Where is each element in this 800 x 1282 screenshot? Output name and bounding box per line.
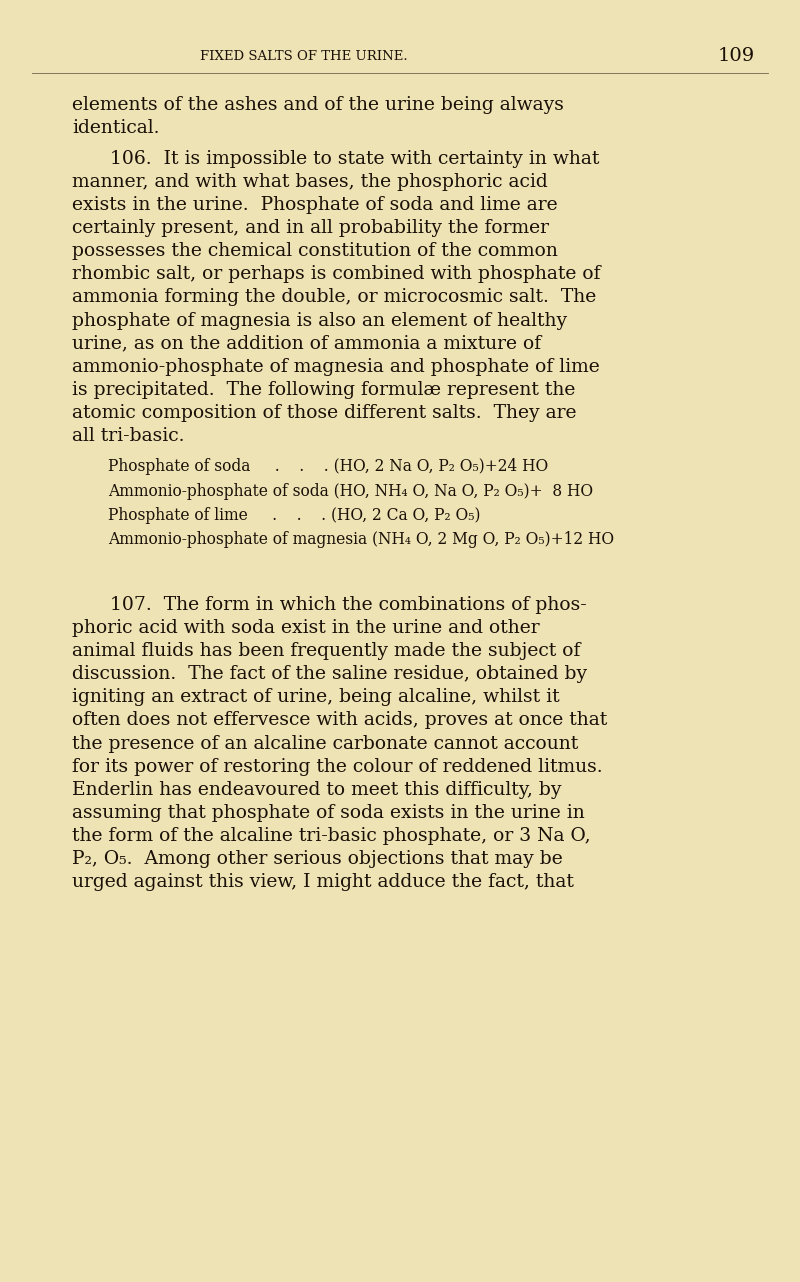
Text: igniting an extract of urine, being alcaline, whilst it: igniting an extract of urine, being alca… bbox=[72, 688, 560, 706]
Text: certainly present, and in all probability the former: certainly present, and in all probabilit… bbox=[72, 219, 549, 237]
Text: 109: 109 bbox=[718, 47, 754, 65]
Text: ammonio-phosphate of magnesia and phosphate of lime: ammonio-phosphate of magnesia and phosph… bbox=[72, 358, 600, 376]
Text: discussion.  The fact of the saline residue, obtained by: discussion. The fact of the saline resid… bbox=[72, 665, 587, 683]
Text: animal fluids has been frequently made the subject of: animal fluids has been frequently made t… bbox=[72, 642, 580, 660]
Text: Phosphate of soda     .    .    . (HO, 2 Na O, P₂ O₅)+24 HO: Phosphate of soda . . . (HO, 2 Na O, P₂ … bbox=[108, 458, 548, 476]
Text: P₂, O₅.  Among other serious objections that may be: P₂, O₅. Among other serious objections t… bbox=[72, 850, 562, 868]
Text: rhombic salt, or perhaps is combined with phosphate of: rhombic salt, or perhaps is combined wit… bbox=[72, 265, 601, 283]
Text: is precipitated.  The following formulæ represent the: is precipitated. The following formulæ r… bbox=[72, 381, 575, 399]
Text: identical.: identical. bbox=[72, 119, 159, 137]
Text: 107.  The form in which the combinations of phos-: 107. The form in which the combinations … bbox=[110, 596, 587, 614]
Text: Enderlin has endeavoured to meet this difficulty, by: Enderlin has endeavoured to meet this di… bbox=[72, 781, 562, 799]
Text: exists in the urine.  Phosphate of soda and lime are: exists in the urine. Phosphate of soda a… bbox=[72, 196, 558, 214]
Text: the presence of an alcaline carbonate cannot account: the presence of an alcaline carbonate ca… bbox=[72, 735, 578, 753]
Text: manner, and with what bases, the phosphoric acid: manner, and with what bases, the phospho… bbox=[72, 173, 548, 191]
Text: FIXED SALTS OF THE URINE.: FIXED SALTS OF THE URINE. bbox=[200, 50, 408, 63]
Text: the form of the alcaline tri-basic phosphate, or 3 Na O,: the form of the alcaline tri-basic phosp… bbox=[72, 827, 590, 845]
Text: Ammonio-phosphate of magnesia (NH₄ O, 2 Mg O, P₂ O₅)+12 HO: Ammonio-phosphate of magnesia (NH₄ O, 2 … bbox=[108, 531, 614, 549]
Text: atomic composition of those different salts.  They are: atomic composition of those different sa… bbox=[72, 404, 577, 422]
Text: elements of the ashes and of the urine being always: elements of the ashes and of the urine b… bbox=[72, 96, 564, 114]
Text: for its power of restoring the colour of reddened litmus.: for its power of restoring the colour of… bbox=[72, 758, 602, 776]
Text: ammonia forming the double, or microcosmic salt.  The: ammonia forming the double, or microcosm… bbox=[72, 288, 596, 306]
Text: all tri-basic.: all tri-basic. bbox=[72, 427, 185, 445]
Text: Phosphate of lime     .    .    . (HO, 2 Ca O, P₂ O₅): Phosphate of lime . . . (HO, 2 Ca O, P₂ … bbox=[108, 506, 481, 524]
Text: Ammonio-phosphate of soda (HO, NH₄ O, Na O, P₂ O₅)+  8 HO: Ammonio-phosphate of soda (HO, NH₄ O, Na… bbox=[108, 482, 593, 500]
Text: often does not effervesce with acids, proves at once that: often does not effervesce with acids, pr… bbox=[72, 712, 607, 729]
Text: possesses the chemical constitution of the common: possesses the chemical constitution of t… bbox=[72, 242, 558, 260]
Text: phoric acid with soda exist in the urine and other: phoric acid with soda exist in the urine… bbox=[72, 619, 540, 637]
Text: urged against this view, I might adduce the fact, that: urged against this view, I might adduce … bbox=[72, 873, 574, 891]
Text: assuming that phosphate of soda exists in the urine in: assuming that phosphate of soda exists i… bbox=[72, 804, 585, 822]
Text: 106.  It is impossible to state with certainty in what: 106. It is impossible to state with cert… bbox=[110, 150, 600, 168]
Text: urine, as on the addition of ammonia a mixture of: urine, as on the addition of ammonia a m… bbox=[72, 335, 541, 353]
Text: phosphate of magnesia is also an element of healthy: phosphate of magnesia is also an element… bbox=[72, 312, 567, 329]
